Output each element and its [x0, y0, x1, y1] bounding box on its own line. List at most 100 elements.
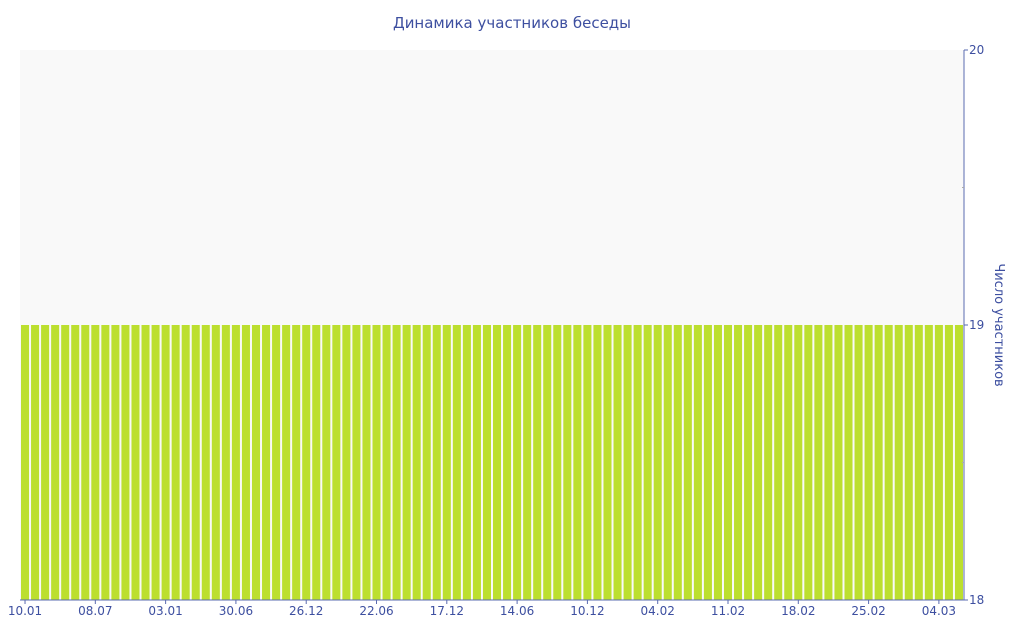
bar: [513, 325, 522, 600]
bar: [824, 325, 833, 600]
bar: [241, 325, 250, 600]
bar: [101, 325, 110, 600]
bar: [573, 325, 582, 600]
y-axis-label: Число участников: [991, 263, 1006, 386]
bar: [954, 325, 963, 600]
bar: [362, 325, 371, 600]
bar: [533, 325, 542, 600]
bar: [563, 325, 572, 600]
bar: [352, 325, 361, 600]
bar: [171, 325, 180, 600]
bar: [934, 325, 943, 600]
bar: [613, 325, 622, 600]
x-tick-label: 30.06: [219, 604, 253, 618]
bar: [744, 325, 753, 600]
bar: [161, 325, 170, 600]
bar: [302, 325, 311, 600]
bar: [653, 325, 662, 600]
bar: [583, 325, 592, 600]
bar: [944, 325, 953, 600]
bar: [452, 325, 461, 600]
bar: [663, 325, 672, 600]
x-tick-label: 14.06: [500, 604, 534, 618]
bar: [673, 325, 682, 600]
bar: [71, 325, 80, 600]
bar: [713, 325, 722, 600]
bar: [61, 325, 70, 600]
bar: [392, 325, 401, 600]
bar: [282, 325, 291, 600]
bar: [914, 325, 923, 600]
bar: [221, 325, 230, 600]
bar: [734, 325, 743, 600]
bar: [372, 325, 381, 600]
y-tick-label: 18: [969, 593, 984, 607]
x-tick-label: 11.02: [711, 604, 745, 618]
bar: [723, 325, 733, 600]
bar: [432, 325, 441, 600]
x-tick-label: 10.01: [8, 604, 42, 618]
bar: [794, 325, 803, 600]
bar: [181, 325, 190, 600]
bar: [623, 325, 632, 600]
bar: [422, 325, 431, 600]
bar: [774, 325, 783, 600]
bar: [21, 325, 30, 600]
x-tick-label: 08.07: [78, 604, 112, 618]
chart-title: Динамика участников беседы: [393, 14, 631, 32]
bar: [693, 325, 702, 600]
bar: [764, 325, 773, 600]
bar: [904, 325, 913, 600]
x-tick-label: 04.03: [922, 604, 956, 618]
x-tick-label: 18.02: [781, 604, 815, 618]
bar: [643, 325, 652, 600]
bar: [703, 325, 712, 600]
bar: [211, 325, 220, 600]
bar: [482, 325, 491, 600]
bar: [523, 325, 532, 600]
bar: [251, 325, 261, 600]
bar: [141, 325, 150, 600]
bar: [272, 325, 281, 600]
bar: [442, 325, 451, 600]
bar: [593, 325, 602, 600]
bar: [312, 325, 321, 600]
bar: [151, 325, 160, 600]
y-tick-label: 19: [969, 318, 984, 332]
bar: [231, 325, 240, 600]
x-tick-label: 03.01: [148, 604, 182, 618]
bar: [854, 325, 863, 600]
bar: [784, 325, 793, 600]
bar: [402, 325, 411, 600]
x-tick-label: 26.12: [289, 604, 323, 618]
bar: [412, 325, 421, 600]
bar: [493, 325, 502, 600]
bar: [91, 325, 100, 600]
bar: [191, 325, 200, 600]
bar: [894, 325, 903, 600]
bar: [543, 325, 552, 600]
bar: [472, 325, 481, 600]
bar: [804, 325, 813, 600]
bar: [51, 325, 60, 600]
x-tick-label: 22.06: [359, 604, 393, 618]
x-tick-label: 10.12: [570, 604, 604, 618]
bar: [553, 325, 562, 600]
bar: [844, 325, 853, 600]
bar: [814, 325, 823, 600]
bar: [884, 325, 893, 600]
bar: [683, 325, 692, 600]
bar: [131, 325, 140, 600]
bar: [41, 325, 50, 600]
y-ticks: 18 19 20: [962, 43, 984, 607]
bar: [864, 325, 873, 600]
bar: [322, 325, 331, 600]
bar: [874, 325, 883, 600]
bar: [924, 325, 933, 600]
bar: [503, 325, 512, 600]
bar: [633, 325, 642, 600]
y-tick-label: 20: [969, 43, 984, 57]
bar: [121, 325, 130, 600]
x-ticks: 10.01 08.07 03.01 30.06 26.12 22.06 17.12 14.06…: [8, 600, 956, 618]
